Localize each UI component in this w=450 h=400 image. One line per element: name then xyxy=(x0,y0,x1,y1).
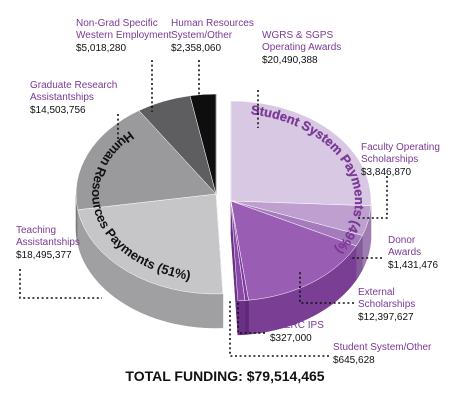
slice-name: Student System/Other xyxy=(333,342,432,353)
slice-value: $327,000 xyxy=(270,333,312,344)
slice-name: Non-Grad Specific xyxy=(76,18,158,29)
slice-value: $3,846,870 xyxy=(361,167,411,178)
slice-name: Faculty Operating xyxy=(361,142,440,153)
slice-name: Graduate Research xyxy=(30,80,117,91)
pie-slice xyxy=(75,110,217,211)
slice-name: System/Other xyxy=(171,30,233,41)
leader-lines xyxy=(19,60,388,357)
slice-name: Human Resources xyxy=(171,18,254,29)
slice-name: WGRS & SGPS xyxy=(262,30,333,41)
slice-value: $18,495,377 xyxy=(16,250,72,261)
pie-slice xyxy=(230,200,357,301)
leader-line xyxy=(299,272,354,304)
slice-value: $5,018,280 xyxy=(76,43,126,54)
pie-tops xyxy=(75,93,372,302)
slice-name: External xyxy=(358,287,395,298)
slice-label: NSERC IPS $327,000 xyxy=(270,320,324,344)
leader-line xyxy=(19,269,102,299)
pie-slice xyxy=(230,200,246,302)
pie-slice-side xyxy=(244,299,249,335)
slice-value: $20,490,388 xyxy=(262,55,318,66)
slice-name: Scholarships xyxy=(358,299,415,310)
slice-name: Donor xyxy=(388,235,416,246)
slice-name: NSERC IPS xyxy=(270,320,324,331)
slice-value: $12,397,627 xyxy=(358,312,414,323)
leader-line xyxy=(229,300,329,357)
pie-slice xyxy=(230,100,372,207)
total-funding-label: TOTAL FUNDING: $79,514,465 xyxy=(125,368,324,384)
slice-value: $645,628 xyxy=(333,355,375,366)
slice-name: Assistantships xyxy=(16,237,80,248)
slice-name: Assistantships xyxy=(30,92,94,103)
slice-name: Awards xyxy=(388,247,421,258)
slice-value: $2,358,060 xyxy=(171,43,221,54)
pie-slice-side xyxy=(237,300,246,336)
slice-name: Teaching xyxy=(16,225,56,236)
pie-slice xyxy=(77,193,224,295)
slice-label: Student System/Other $645,628 xyxy=(333,342,432,366)
slice-name: Western Employment xyxy=(76,30,172,41)
leader-line xyxy=(356,176,388,219)
slice-value: $1,431,476 xyxy=(388,260,438,271)
slice-name: Operating Awards xyxy=(262,42,341,53)
slice-value: $14,503,756 xyxy=(30,105,86,116)
pie-slice xyxy=(189,93,217,195)
slice-name: Scholarships xyxy=(361,154,418,165)
